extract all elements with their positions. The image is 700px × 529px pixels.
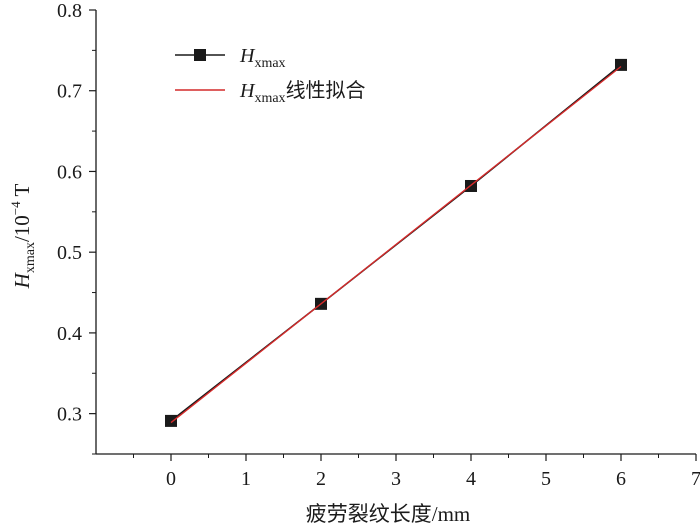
y-tick-label: 0.7 — [57, 81, 82, 103]
x-tick-label: 1 — [241, 468, 251, 490]
legend-entry-label: Hxmax线性拟合 — [239, 79, 366, 106]
y-tick-label: 0.4 — [57, 323, 82, 345]
legend-entry-label: Hxmax — [239, 45, 286, 71]
data-point-marker — [615, 58, 627, 71]
legend: Hxmax Hxmax线性拟合 — [175, 45, 366, 106]
series-layer — [165, 58, 627, 427]
data-point-marker — [165, 414, 177, 427]
legend-swatch-marker — [194, 49, 206, 61]
y-tick-label: 0.3 — [57, 404, 82, 426]
x-tick-label: 5 — [541, 468, 551, 490]
y-tick-label: 0.5 — [57, 242, 82, 264]
x-tick-label: 4 — [466, 468, 476, 490]
y-tick-label: 0.6 — [57, 161, 82, 183]
y-axis-title: Hxmax/10−4 T — [8, 183, 38, 289]
x-tick-label: 0 — [166, 468, 176, 490]
fit-series-line — [170, 65, 622, 424]
x-tick-label: 3 — [391, 468, 401, 490]
axis-titles: 疲劳裂纹长度/mm Hxmax/10−4 T — [8, 183, 470, 526]
measured-series-line — [170, 64, 622, 422]
ticks: 0 1 2 3 4 5 6 7 0.3 0.4 0.5 0.6 0.7 0.8 — [57, 0, 700, 490]
x-tick-label: 2 — [316, 468, 326, 490]
x-tick-label: 7 — [691, 468, 700, 490]
x-axis-title: 疲劳裂纹长度/mm — [306, 502, 471, 526]
x-tick-label: 6 — [616, 468, 626, 490]
y-tick-label: 0.8 — [57, 0, 82, 22]
